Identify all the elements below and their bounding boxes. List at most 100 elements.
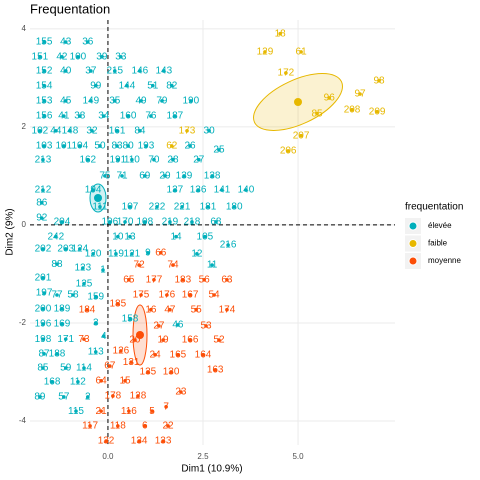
- point: [133, 338, 137, 342]
- point-label: 92: [36, 213, 48, 224]
- point: [127, 278, 131, 282]
- point-label: 110: [124, 154, 140, 165]
- point-label: 173: [179, 125, 196, 136]
- point-label: 20: [129, 335, 141, 346]
- point-label: 178: [105, 391, 122, 402]
- point-label: 149: [82, 96, 99, 107]
- point-label: 172: [278, 68, 295, 79]
- y-tick-label: -2: [19, 318, 27, 327]
- point: [139, 293, 143, 297]
- point: [55, 262, 59, 266]
- legend-symbol: [408, 239, 418, 248]
- point: [119, 349, 123, 353]
- point: [63, 69, 68, 73]
- group-center: [94, 194, 102, 202]
- point: [63, 40, 68, 44]
- point-label: 194: [85, 185, 102, 196]
- point-label: 204: [54, 217, 71, 228]
- point: [149, 307, 153, 312]
- point-label: 185: [109, 298, 126, 309]
- point: [213, 368, 217, 372]
- plot-background: [30, 20, 395, 445]
- point: [101, 268, 105, 272]
- group-center: [136, 331, 144, 339]
- point: [155, 204, 159, 209]
- point-label: 103: [36, 141, 53, 152]
- x-tick-label: 0.0: [102, 452, 114, 461]
- point-label: 80: [123, 141, 135, 152]
- y-axis-label: Dim2 (9%): [5, 208, 16, 255]
- point: [146, 370, 150, 374]
- point-label: 163: [207, 365, 224, 376]
- point: [137, 439, 141, 443]
- point-label: 89: [34, 392, 46, 403]
- point-label: 51: [147, 80, 159, 91]
- legend-symbol: [408, 221, 418, 231]
- y-tick-label: -4: [19, 416, 27, 425]
- point-label: 116: [121, 406, 137, 417]
- point: [169, 370, 173, 374]
- point: [151, 83, 155, 88]
- point: [128, 234, 132, 239]
- point: [173, 188, 177, 192]
- point: [93, 295, 98, 299]
- point: [152, 157, 156, 162]
- point: [152, 278, 156, 282]
- point: [41, 276, 45, 280]
- point: [99, 378, 103, 383]
- point-label: 171: [57, 334, 74, 345]
- point-label: 221: [174, 201, 191, 212]
- point-label: 40: [60, 66, 72, 77]
- point-label: 38: [74, 111, 86, 122]
- point: [188, 338, 192, 342]
- point-label: 141: [214, 185, 231, 196]
- point-label: 218: [184, 217, 201, 228]
- point: [150, 409, 154, 413]
- point-label: 207: [293, 130, 310, 141]
- point: [168, 220, 172, 224]
- point-label: 7: [163, 401, 169, 412]
- point: [149, 114, 153, 118]
- point: [207, 128, 211, 133]
- point-label: 72: [134, 260, 146, 271]
- point: [63, 247, 68, 251]
- point-label: 209: [369, 106, 386, 117]
- point: [60, 220, 64, 224]
- point: [188, 293, 192, 297]
- point-label: 74: [167, 260, 179, 271]
- point: [217, 148, 221, 152]
- point-label: 67: [104, 361, 116, 372]
- point-label: 21: [96, 406, 108, 417]
- point-label: 42: [56, 51, 68, 62]
- point: [78, 144, 82, 148]
- point: [182, 174, 186, 178]
- point: [63, 366, 68, 370]
- point-label: 107: [122, 201, 139, 212]
- point-label: 85: [37, 363, 49, 374]
- point-label: 123: [75, 263, 92, 274]
- point: [217, 338, 221, 342]
- point-label: 49: [135, 96, 147, 107]
- point: [41, 366, 45, 370]
- point-label: 140: [238, 185, 255, 196]
- point-label: 112: [70, 376, 86, 387]
- point-label: 118: [110, 421, 126, 432]
- point-label: 54: [208, 290, 220, 301]
- point-label: 37: [85, 66, 97, 77]
- point-label: 79: [156, 96, 168, 107]
- legend-label: faible: [428, 239, 448, 248]
- point: [41, 247, 45, 251]
- point: [60, 322, 64, 326]
- point-label: 191: [109, 154, 126, 165]
- point: [166, 424, 170, 428]
- point: [54, 128, 58, 133]
- point-label: 45: [60, 96, 72, 107]
- point: [138, 128, 142, 133]
- point-label: 187: [167, 111, 184, 122]
- point-label: 10: [112, 231, 124, 242]
- point: [170, 83, 174, 88]
- point: [127, 409, 131, 413]
- y-tick-label: 2: [22, 122, 27, 131]
- point: [85, 395, 90, 399]
- point: [146, 251, 150, 255]
